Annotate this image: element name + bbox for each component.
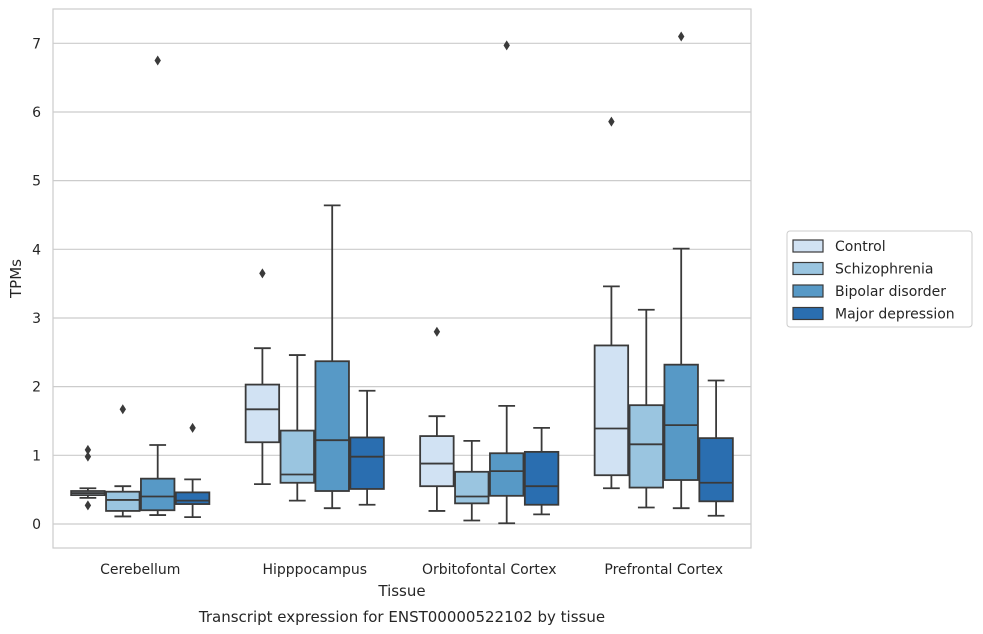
y-tick-label: 3 [32,311,41,327]
box-1-2 [314,204,350,510]
y-tick-label: 1 [32,448,41,464]
legend-swatch [792,239,824,253]
box-2-2 [489,40,525,525]
y-tick-label: 2 [32,380,41,396]
outlier-point [189,422,196,433]
box-3-3 [698,379,734,517]
y-tick-label: 0 [32,517,41,533]
iqr-box [523,450,560,506]
y-tick-label: 5 [32,174,41,190]
outlier-point [259,268,266,279]
y-tick-label: 7 [32,36,41,52]
chart-caption: Transcript expression for ENST0000052210… [198,608,605,626]
box-1-3 [349,389,385,506]
box-3-0 [593,116,630,490]
y-axis-label: TPMs [7,259,25,299]
box-groups [70,31,734,525]
iqr-box [419,435,455,488]
y-tick-label: 4 [32,242,41,258]
box-2-1 [454,439,490,522]
iqr-box [454,470,490,505]
iqr-box [140,477,176,512]
iqr-box [593,344,630,477]
outlier-point [433,326,441,337]
box-0-0 [70,444,106,511]
box-0-3 [174,422,211,519]
x-tick-labels: Cerebellum Hipppocampus Orbitofontal Corte… [100,562,723,578]
box-0-1 [105,404,141,518]
box-3-2 [663,31,699,510]
outlier-point [154,55,161,66]
y-tick-label: 6 [32,105,41,121]
iqr-box [244,383,281,444]
legend-frame [786,230,973,328]
legend-label: Major depression [835,307,955,323]
iqr-box [349,436,385,490]
legend: Control Schizophrenia Bipolar disorder Majo… [786,230,973,328]
outlier-point [608,116,615,127]
box-2-0 [419,326,455,512]
box-2-3 [523,426,560,516]
iqr-box [174,491,211,505]
iqr-box [489,452,525,497]
box-3-1 [628,308,664,509]
x-tick-label: Hipppocampus [262,562,367,578]
x-axis-label: Tissue [377,582,425,600]
outlier-point [503,40,510,51]
box-0-2 [140,55,176,516]
y-tick-labels: 0 1 2 3 4 5 6 7 [32,36,41,533]
legend-swatch [792,306,824,321]
outlier-point [119,404,126,415]
x-tick-label: Cerebellum [100,562,180,578]
box-1-0 [244,268,281,486]
iqr-box [663,363,699,481]
outlier-point [84,500,92,511]
outlier-point [84,451,92,462]
outlier-point [84,444,92,455]
legend-label: Schizophrenia [835,262,933,278]
x-tick-label: Prefrontal Cortex [604,562,723,578]
legend-swatch [792,284,824,298]
legend-label: Control [835,239,886,255]
legend-label: Bipolar disorder [835,284,946,300]
x-tick-label: Orbitofontal Cortex [422,562,557,578]
iqr-box [628,404,664,489]
box-1-1 [279,354,315,502]
legend-swatch [792,261,824,276]
iqr-box [698,437,734,503]
outlier-point [678,31,685,42]
iqr-box [105,490,141,512]
iqr-box [314,360,350,492]
